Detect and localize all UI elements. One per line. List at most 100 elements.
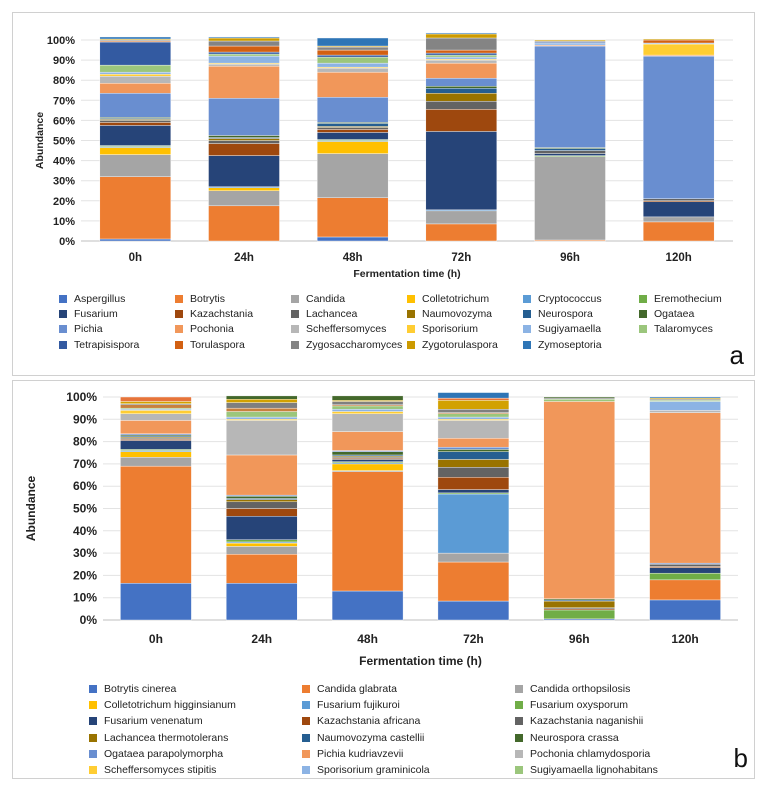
legend-swatch [515, 766, 523, 774]
legend-label: Cryptococcus [538, 293, 602, 305]
legend-swatch [407, 325, 415, 334]
bar-segment [226, 411, 298, 418]
bar-segment [316, 236, 389, 242]
bar-segment [226, 399, 298, 403]
legend-item: Scheffersomyces stipitis [89, 764, 216, 776]
legend-swatch [59, 310, 67, 319]
bar-segment [99, 176, 172, 240]
legend-label: Sugiyamaella lignohabitans [530, 764, 658, 776]
bar-segment [208, 98, 280, 136]
bar-segment [437, 451, 510, 460]
legend-swatch [89, 717, 97, 726]
bar-segment [425, 56, 498, 60]
bar-segment [99, 73, 172, 77]
bar-segment [226, 499, 298, 503]
bar-segment [316, 197, 389, 238]
bar-segment [437, 409, 510, 413]
legend-swatch [407, 340, 415, 349]
bar-segment [543, 396, 615, 399]
bar-segment [226, 546, 298, 555]
bar-segment [534, 150, 606, 154]
legend-swatch [302, 733, 310, 742]
bar-segment [316, 132, 389, 140]
legend-swatch [523, 325, 531, 334]
x-tick-label: 72h [451, 252, 471, 264]
bar-segment [316, 49, 389, 56]
bar-segment [120, 440, 192, 450]
legend-swatch [89, 733, 97, 742]
bar-segment [425, 86, 498, 89]
legend-label: Scheffersomyces [306, 323, 387, 336]
bar-segment [316, 141, 389, 154]
y-tick-label: 20% [53, 196, 75, 208]
legend-label: Botrytis [190, 293, 226, 305]
legend-swatch [59, 325, 67, 334]
bar-segment [99, 238, 172, 242]
bar-segment [226, 407, 298, 412]
bar-segment [120, 401, 192, 404]
legend-swatch [515, 733, 523, 742]
bar-segment [437, 400, 510, 410]
bar-segment [331, 431, 404, 451]
legend-label: Lachancea [306, 308, 358, 321]
bar-segment [208, 140, 280, 144]
legend-swatch [523, 340, 531, 349]
legend-item: Torulaspora [175, 339, 245, 351]
legend-label: Candida glabrata [317, 683, 397, 695]
bar-segment [208, 65, 280, 99]
legend-swatch [59, 295, 67, 303]
legend-item: Zygotorulaspora [407, 339, 498, 351]
bar-segment [226, 416, 298, 420]
bar-segment [99, 71, 172, 75]
legend-item: Fusarium venenatum [89, 715, 203, 727]
bar-segment [208, 138, 280, 141]
legend-swatch [302, 685, 310, 693]
bar-segment [120, 457, 192, 467]
legend-item: Aspergillus [59, 293, 125, 305]
legend-label: Ogataea [654, 308, 695, 321]
y-tick-label: 10% [53, 216, 75, 228]
y-tick-label: 90% [53, 55, 75, 67]
legend-item: Fusarium oxysporum [515, 699, 628, 711]
bar-segment [437, 413, 510, 418]
bar-segment [437, 561, 510, 602]
legend-label: Zygosaccharomyces [306, 338, 403, 351]
bar-segment [425, 77, 498, 87]
legend-swatch [89, 701, 97, 710]
bar-segment [316, 97, 389, 123]
legend-swatch [523, 310, 531, 319]
legend-label: Sporisorium graminicola [317, 764, 430, 776]
bar-segment [120, 404, 192, 409]
bar-segment [316, 62, 389, 68]
legend-label: Sugiyamaella [538, 323, 602, 336]
bar-segment [316, 54, 389, 58]
y-tick-label: 30% [73, 546, 97, 560]
bar-segment [120, 410, 192, 414]
bar-segment [649, 396, 721, 399]
bar-segment [208, 36, 280, 39]
legend-label: Botrytis cinerea [104, 683, 177, 695]
bar-segment [99, 75, 172, 84]
bar-segment [316, 71, 389, 98]
y-tick-label: 20% [73, 568, 97, 582]
bar-segment [425, 210, 498, 225]
legend-item: Candida orthopsilosis [515, 683, 630, 695]
x-axis-title: Fermentation time (h) [359, 654, 482, 668]
bar-segment [316, 153, 389, 198]
bar-segment [316, 123, 389, 127]
bar-segment [226, 554, 298, 584]
bar-segment [543, 609, 615, 620]
bar-segment [208, 63, 280, 67]
legend-item: Botrytis cinerea [89, 683, 176, 695]
bar-segment [331, 590, 404, 621]
bar-segment [425, 37, 498, 51]
legend-label: Aspergillus [74, 293, 126, 305]
bar-segment [425, 32, 498, 35]
bar-segment [649, 567, 721, 574]
bar-segment [425, 131, 498, 211]
bar-segment [331, 413, 404, 432]
bar-segment [120, 396, 192, 402]
legend-label: Pichia kudriavzevii [317, 747, 404, 760]
legend-item: Kazachstania [175, 308, 253, 320]
bar-segment [642, 216, 715, 223]
